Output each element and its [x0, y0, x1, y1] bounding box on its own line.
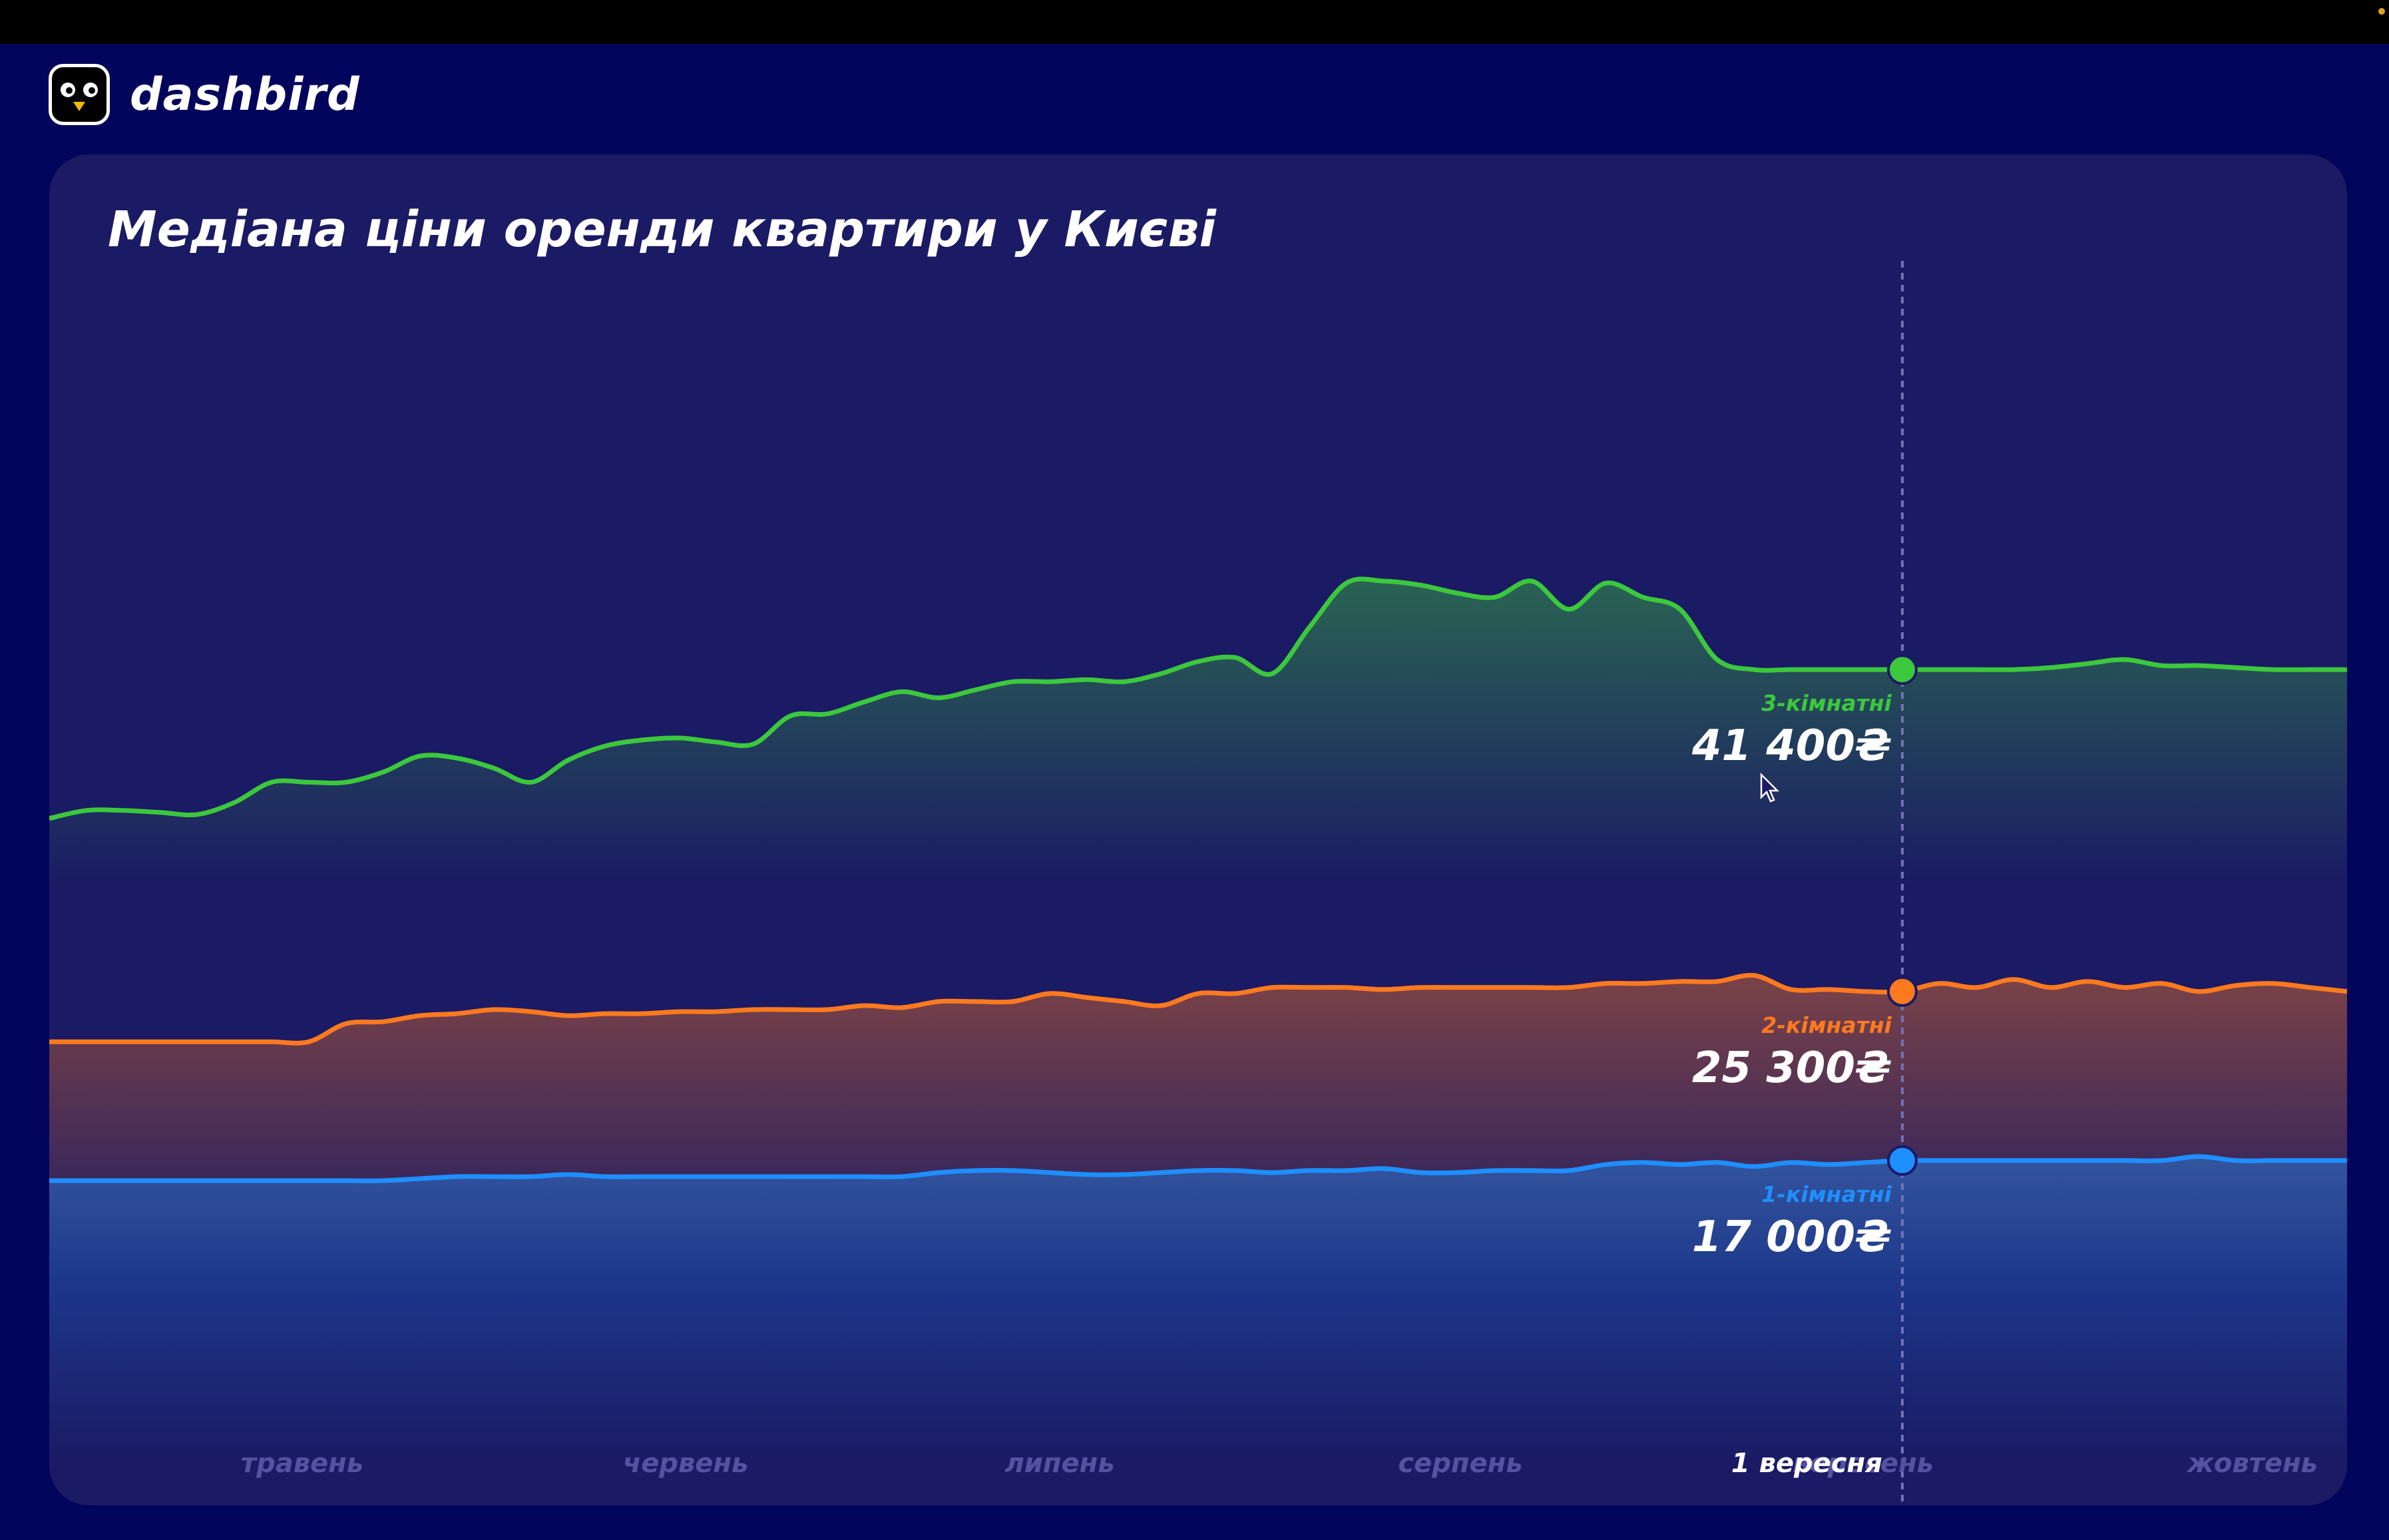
- series-line-3[interactable]: [49, 1154, 2347, 1183]
- cursor-marker-1[interactable]: [1886, 654, 1918, 685]
- window-top-bar: [0, 0, 2389, 44]
- cursor-marker-2[interactable]: [1886, 976, 1918, 1007]
- status-dot-icon: [2378, 8, 2385, 15]
- series-value-label: 25 300₴: [1692, 1044, 1892, 1093]
- cursor-marker-3[interactable]: [1886, 1145, 1918, 1176]
- series-name-label: 1-кімнатні: [1761, 1181, 1892, 1207]
- x-tick-label: вересень: [1793, 1448, 1934, 1479]
- series-value-label: 41 400₴: [1691, 721, 1892, 771]
- x-tick-label: червень: [623, 1448, 749, 1479]
- series-area-3: [49, 1156, 2347, 1505]
- bird-logo-icon: [49, 64, 110, 125]
- series-name-label: 3-кімнатні: [1761, 690, 1892, 716]
- chart-card: Медіана ціни оренди квартири у Києві 3-к…: [49, 154, 2347, 1505]
- x-tick-label: серпень: [1398, 1448, 1522, 1479]
- series-name-label: 2-кімнатні: [1761, 1012, 1892, 1038]
- x-tick-label: липень: [1004, 1448, 1114, 1479]
- series-value-label: 17 000₴: [1692, 1213, 1892, 1262]
- brand-name: dashbird: [130, 68, 360, 121]
- series-line-2[interactable]: [49, 972, 2347, 1046]
- rent-price-chart[interactable]: 3-кімнатні 41 400₴ 2-кімнатні 25 300₴ 1-кімн…: [49, 154, 2347, 1505]
- mouse-pointer-icon: [1760, 772, 1780, 803]
- x-tick-label: жовтень: [2186, 1448, 2318, 1479]
- cursor-date-label: 1 вересня: [1731, 1448, 1882, 1479]
- series-line-1[interactable]: [49, 576, 2347, 821]
- chart-title: Медіана ціни оренди квартири у Києві: [108, 201, 1216, 258]
- x-tick-label: травень: [241, 1448, 363, 1479]
- brand[interactable]: dashbird: [49, 64, 360, 125]
